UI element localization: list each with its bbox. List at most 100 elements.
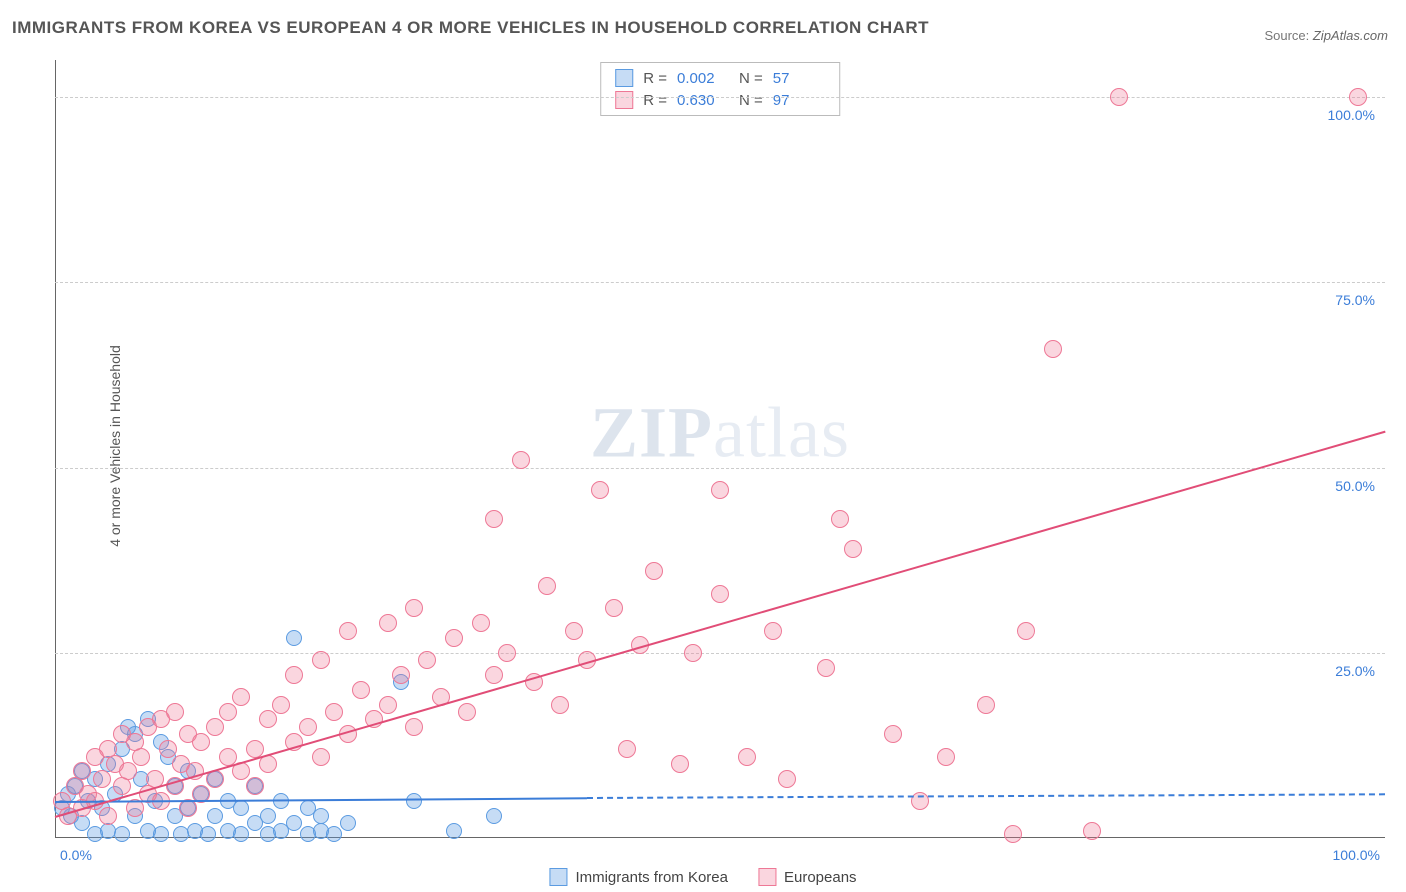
data-point xyxy=(778,770,796,788)
data-point xyxy=(73,762,91,780)
watermark-light: atlas xyxy=(713,393,850,473)
watermark-bold: ZIP xyxy=(590,393,713,473)
data-point xyxy=(406,793,422,809)
stats-row-1: R = 0.002 N = 57 xyxy=(601,67,839,89)
data-point xyxy=(405,599,423,617)
data-point xyxy=(232,688,250,706)
legend-label-2: Europeans xyxy=(784,869,857,886)
data-point xyxy=(605,599,623,617)
data-point xyxy=(937,748,955,766)
stats-row-2: R = 0.630 N = 97 xyxy=(601,89,839,111)
data-point xyxy=(233,800,249,816)
r-label-1: R = xyxy=(643,70,667,87)
y-tick-label: 25.0% xyxy=(1335,663,1375,679)
data-point xyxy=(618,740,636,758)
source-attribution: Source: ZipAtlas.com xyxy=(1264,28,1388,43)
data-point xyxy=(538,577,556,595)
data-point xyxy=(200,826,216,842)
n-value-2: 97 xyxy=(773,92,825,109)
data-point xyxy=(260,808,276,824)
y-tick-label: 100.0% xyxy=(1328,107,1375,123)
trend-line-extrapolated xyxy=(587,794,1385,800)
gridline xyxy=(55,97,1385,98)
data-point xyxy=(312,748,330,766)
data-point xyxy=(1017,622,1035,640)
x-axis-line xyxy=(55,837,1385,838)
y-axis-line xyxy=(55,60,56,838)
data-point xyxy=(93,770,111,788)
data-point xyxy=(1110,88,1128,106)
x-tick-label-right: 100.0% xyxy=(1333,847,1380,863)
data-point xyxy=(1349,88,1367,106)
data-point xyxy=(551,696,569,714)
data-point xyxy=(498,644,516,662)
swatch-series-1 xyxy=(615,69,633,87)
chart-title: IMMIGRANTS FROM KOREA VS EUROPEAN 4 OR M… xyxy=(12,18,929,38)
data-point xyxy=(711,585,729,603)
data-point xyxy=(486,808,502,824)
plot-area: ZIPatlas R = 0.002 N = 57 R = 0.630 N = … xyxy=(55,60,1385,838)
data-point xyxy=(844,540,862,558)
data-point xyxy=(246,777,264,795)
trend-line xyxy=(55,797,587,803)
data-point xyxy=(153,826,169,842)
y-tick-label: 50.0% xyxy=(1335,478,1375,494)
r-value-2: 0.630 xyxy=(677,92,729,109)
data-point xyxy=(272,696,290,714)
legend-swatch-1 xyxy=(549,868,567,886)
data-point xyxy=(512,451,530,469)
legend-label-1: Immigrants from Korea xyxy=(575,869,728,886)
gridline xyxy=(55,653,1385,654)
legend-item-1: Immigrants from Korea xyxy=(549,868,728,886)
data-point xyxy=(313,808,329,824)
data-point xyxy=(206,718,224,736)
legend: Immigrants from Korea Europeans xyxy=(549,868,856,886)
data-point xyxy=(1044,340,1062,358)
data-point xyxy=(99,807,117,825)
data-point xyxy=(219,703,237,721)
data-point xyxy=(286,815,302,831)
data-point xyxy=(352,681,370,699)
data-point xyxy=(485,666,503,684)
data-point xyxy=(711,481,729,499)
source-prefix: Source: xyxy=(1264,28,1312,43)
data-point xyxy=(472,614,490,632)
data-point xyxy=(340,815,356,831)
data-point xyxy=(591,481,609,499)
data-point xyxy=(192,733,210,751)
data-point xyxy=(884,725,902,743)
source-name: ZipAtlas.com xyxy=(1313,28,1388,43)
data-point xyxy=(977,696,995,714)
data-point xyxy=(259,710,277,728)
gridline xyxy=(55,468,1385,469)
data-point xyxy=(831,510,849,528)
data-point xyxy=(392,666,410,684)
legend-item-2: Europeans xyxy=(758,868,857,886)
data-point xyxy=(326,826,342,842)
n-label-2: N = xyxy=(739,92,763,109)
data-point xyxy=(325,703,343,721)
n-value-1: 57 xyxy=(773,70,825,87)
data-point xyxy=(379,696,397,714)
data-point xyxy=(299,718,317,736)
swatch-series-2 xyxy=(615,91,633,109)
data-point xyxy=(445,629,463,647)
data-point xyxy=(119,762,137,780)
data-point xyxy=(207,808,223,824)
r-label-2: R = xyxy=(643,92,667,109)
data-point xyxy=(405,718,423,736)
data-point xyxy=(817,659,835,677)
data-point xyxy=(684,644,702,662)
n-label-1: N = xyxy=(739,70,763,87)
data-point xyxy=(312,651,330,669)
x-tick-label-left: 0.0% xyxy=(60,847,92,863)
data-point xyxy=(671,755,689,773)
data-point xyxy=(233,826,249,842)
data-point xyxy=(286,630,302,646)
data-point xyxy=(645,562,663,580)
data-point xyxy=(485,510,503,528)
data-point xyxy=(738,748,756,766)
gridline xyxy=(55,282,1385,283)
data-point xyxy=(159,740,177,758)
data-point xyxy=(565,622,583,640)
